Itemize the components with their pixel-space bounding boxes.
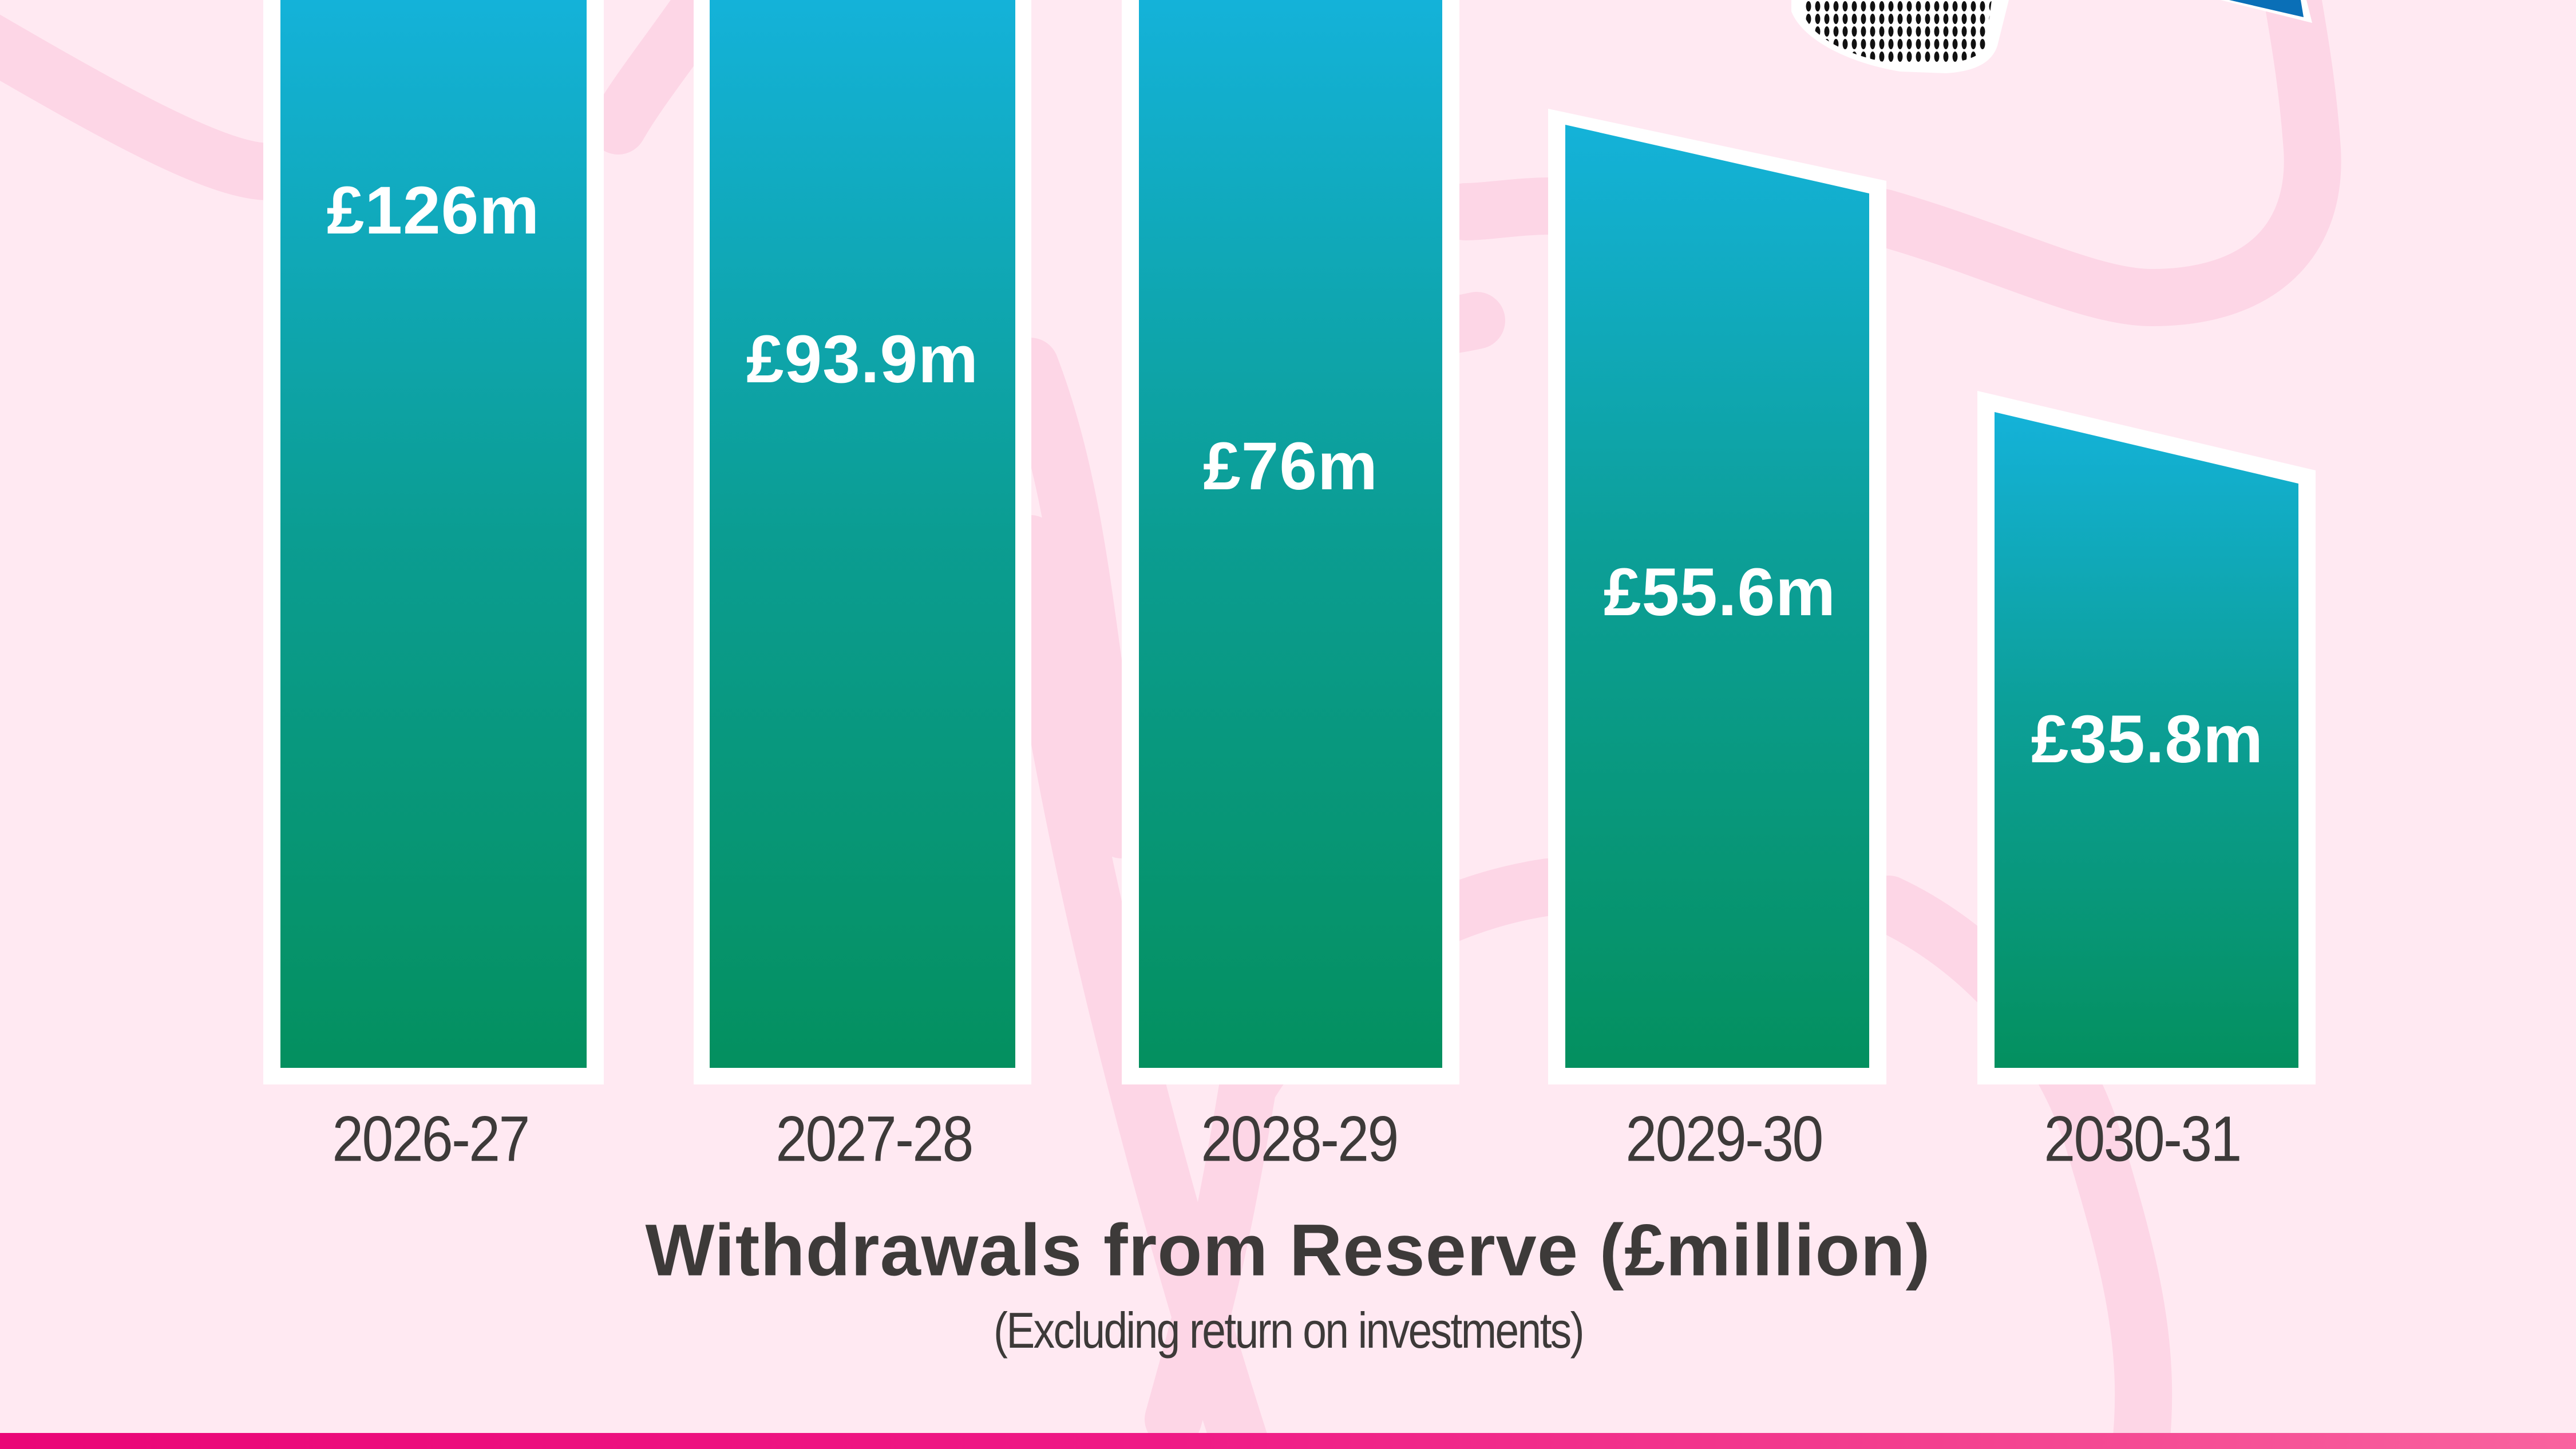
bar-value-label: £93.9m [746,322,979,397]
bar-value-label: £126m [326,173,540,248]
footer-strip [0,1433,2576,1449]
bar-2030-31 [1977,391,2316,1084]
megaphone-icon [1791,0,2312,73]
chart-subtitle: (Excluding return on investments) [993,1302,1584,1359]
x-axis-label: 2026-27 [332,1103,530,1175]
bar-value-label: £76m [1203,429,1378,504]
x-axis-label: 2027-28 [775,1103,974,1175]
x-axis-label: 2030-31 [2044,1103,2242,1175]
x-axis-label: 2029-30 [1625,1103,1823,1175]
bar-2029-30 [1548,109,1886,1084]
bar-2028-29 [1122,0,1459,1084]
x-axis-label: 2028-29 [1201,1103,1399,1175]
chart-title: Withdrawals from Reserve (£million) [645,1209,1931,1292]
bar-value-label: £55.6m [1603,555,1837,630]
bar-2026-27 [263,0,604,1084]
bar-value-label: £35.8m [2031,702,2264,777]
bar-2027-28 [694,0,1031,1084]
